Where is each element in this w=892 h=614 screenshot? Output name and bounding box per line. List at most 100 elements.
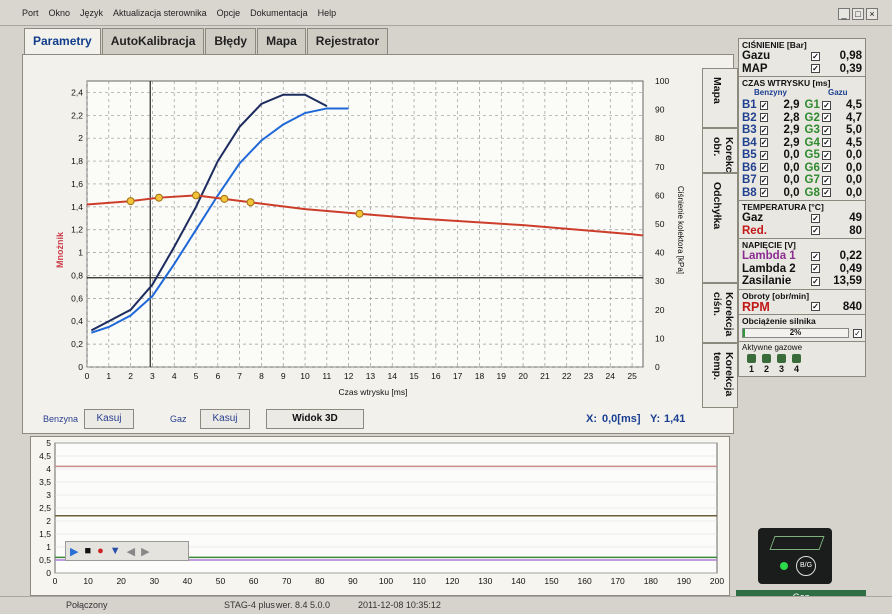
- checkbox[interactable]: ✓: [759, 125, 769, 135]
- menu-jezyk[interactable]: Język: [80, 8, 104, 18]
- injector-row: B2 ✓ 2,8 G2 ✓ 4,7: [742, 112, 862, 125]
- checkbox[interactable]: ✓: [759, 138, 769, 148]
- minimize-button[interactable]: _: [838, 8, 850, 20]
- benzyna-label: Benzyna: [43, 414, 79, 424]
- x-tick-label: 120: [445, 576, 459, 586]
- checkbox[interactable]: ✓: [759, 175, 769, 185]
- pressure-title: CIŚNIENIE [Bar]: [742, 40, 807, 50]
- map-series: [86, 81, 644, 367]
- checkbox[interactable]: ✓: [759, 100, 769, 110]
- injector-row: B8 ✓ 0,0 G8 ✓ 0,0: [742, 187, 862, 200]
- x-tick-label: 10: [300, 371, 310, 381]
- injector-row: B7 ✓ 0,0 G7 ✓ 0,0: [742, 174, 862, 187]
- tab-bledy[interactable]: Błędy: [205, 28, 257, 54]
- tab-parametry[interactable]: Parametry: [24, 28, 101, 54]
- sidetab-korekcja-temp[interactable]: Korekcja temp.: [702, 343, 738, 408]
- gaz-injector-label: G8: [804, 186, 820, 199]
- checkbox[interactable]: ✓: [759, 113, 769, 123]
- checkbox[interactable]: ✓: [822, 163, 831, 173]
- checkbox[interactable]: ✓: [811, 64, 820, 74]
- kasuj-gaz-button[interactable]: Kasuj: [200, 409, 250, 429]
- x-tick-label: 110: [412, 576, 426, 586]
- sidetab-mapa[interactable]: Mapa: [702, 68, 738, 128]
- temp-gaz-row: Gaz ✓ 49: [742, 212, 862, 225]
- checkbox[interactable]: ✓: [822, 188, 831, 198]
- map-chart[interactable]: 0 1 2 3 4 5 6 7 8 9 10 11 12 13 14 15 16 17 18 19 20 21 22 23 24…: [23, 55, 735, 407]
- temperature-section: TEMPERATURA [°C] Gaz ✓ 49 Red. ✓ 80: [739, 201, 865, 239]
- load-bar: 2%: [742, 328, 849, 338]
- x-tick-label: 40: [183, 576, 193, 586]
- checkbox[interactable]: ✓: [822, 138, 831, 148]
- stop-icon[interactable]: ■: [84, 545, 92, 557]
- checkbox[interactable]: ✓: [759, 188, 769, 198]
- gaz-injector-label: G1: [804, 99, 820, 112]
- next-icon[interactable]: ▶: [141, 545, 150, 558]
- kasuj-benzyna-button[interactable]: Kasuj: [84, 409, 134, 429]
- tab-bar: Parametry AutoKalibracja Błędy Mapa Reje…: [24, 28, 389, 54]
- benzyna-injector-label: B6: [742, 161, 757, 174]
- x-tick-label: 21: [540, 371, 550, 381]
- menu-aktualizacja[interactable]: Aktualizacja sterownika: [113, 8, 207, 18]
- sidetab-korekcja-obr[interactable]: Korekcja obr.: [702, 128, 738, 181]
- gaz-injector-value: 0,0: [846, 186, 862, 199]
- x-tick-label: 60: [249, 576, 259, 586]
- x-tick-label: 190: [677, 576, 691, 586]
- menu-okno[interactable]: Okno: [48, 8, 71, 18]
- series-line-1: [91, 107, 349, 334]
- y-tick-label: 4: [46, 464, 51, 474]
- tab-mapa[interactable]: Mapa: [257, 28, 306, 54]
- lcd-switch[interactable]: B/G: [758, 528, 832, 584]
- menu-help[interactable]: Help: [317, 8, 337, 18]
- menu-port[interactable]: Port: [22, 8, 39, 18]
- series-line-2: [86, 194, 644, 237]
- sidetab-korekcja-cisn[interactable]: Korekcja ciśn.: [702, 283, 738, 343]
- y-tick-label: 0,8: [71, 270, 83, 280]
- checkbox[interactable]: ✓: [822, 113, 831, 123]
- status-bar: Połączony STAG-4 plus wer. 8.4 5.0.0 201…: [0, 596, 892, 614]
- y-tick-label: 1,5: [39, 529, 51, 539]
- benzyna-injector-label: B2: [742, 111, 757, 124]
- benzyna-injector-label: B4: [742, 136, 757, 149]
- widok-3d-button[interactable]: Widok 3D: [266, 409, 364, 429]
- menu-dokumentacja[interactable]: Dokumentacja: [250, 8, 308, 18]
- record-icon[interactable]: ●: [97, 545, 104, 557]
- prev-icon[interactable]: ◀: [126, 545, 136, 558]
- save-icon[interactable]: ▼: [109, 545, 121, 557]
- version: wer. 8.4 5.0.0: [276, 600, 331, 610]
- y-tick-label: 2: [46, 516, 51, 526]
- checkbox[interactable]: ✓: [759, 163, 769, 173]
- x-tick-label: 19: [497, 371, 507, 381]
- x-tick-label: 20: [518, 371, 528, 381]
- injector-row: B5 ✓ 0,0 G5 ✓ 0,0: [742, 149, 862, 162]
- checkbox[interactable]: ✓: [811, 51, 820, 61]
- y-right-tick-label: 50: [655, 219, 665, 229]
- y-axis-label: Mnożnik: [55, 231, 65, 268]
- x-tick-label: 200: [710, 576, 724, 586]
- x-tick-label: 170: [611, 576, 625, 586]
- bg-toggle-button[interactable]: B/G: [796, 556, 816, 576]
- menu-opcje[interactable]: Opcje: [216, 8, 241, 18]
- y-tick-label: 5: [46, 438, 51, 448]
- device-name: STAG-4 plus: [224, 600, 275, 610]
- x-tick-label: 90: [348, 576, 358, 586]
- checkbox[interactable]: ✓: [822, 125, 831, 135]
- injector-row: B4 ✓ 2,9 G4 ✓ 4,5: [742, 137, 862, 150]
- checkbox[interactable]: ✓: [822, 150, 831, 160]
- x-tick-label: 16: [431, 371, 441, 381]
- tab-rejestrator[interactable]: Rejestrator: [306, 28, 389, 54]
- checkbox[interactable]: ✓: [822, 175, 831, 185]
- recorder-toolbar: ▶ ■ ● ▼ ◀ ▶: [65, 541, 189, 561]
- tab-autokalibracja[interactable]: AutoKalibracja: [101, 28, 205, 54]
- y-tick-label: 0,5: [39, 555, 51, 565]
- maximize-button[interactable]: □: [852, 8, 864, 20]
- injector-icon: [747, 354, 756, 363]
- checkbox[interactable]: ✓: [759, 150, 769, 160]
- play-icon[interactable]: ▶: [70, 545, 79, 558]
- checkbox[interactable]: ✓: [822, 100, 831, 110]
- injector-icon: [777, 354, 786, 363]
- benzyna-injector-value: 0,0: [783, 174, 800, 187]
- benzyna-injector-value: 2,9: [783, 124, 800, 137]
- sidetab-odchylka[interactable]: Odchyłka: [702, 173, 738, 283]
- y-tick-label: 1,8: [71, 156, 83, 166]
- close-button[interactable]: ×: [866, 8, 878, 20]
